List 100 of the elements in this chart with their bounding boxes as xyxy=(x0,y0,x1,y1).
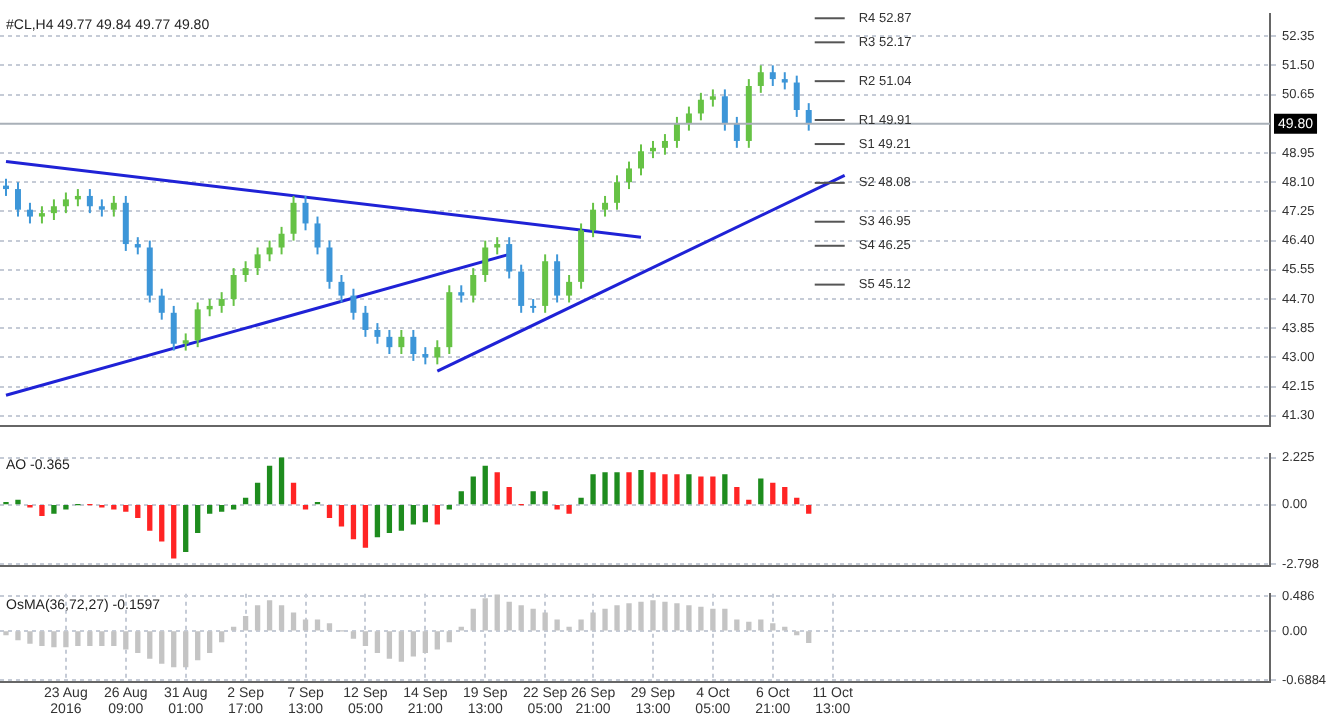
bar xyxy=(398,631,405,662)
bar xyxy=(398,505,405,531)
bar xyxy=(554,619,560,631)
bar xyxy=(590,474,596,505)
bar xyxy=(87,631,93,646)
bar xyxy=(374,631,381,654)
bar xyxy=(207,505,213,514)
bar xyxy=(15,631,21,641)
bar xyxy=(626,603,632,631)
candlestick xyxy=(50,198,57,221)
bar xyxy=(650,472,656,505)
bar xyxy=(338,505,345,527)
candlestick xyxy=(518,263,525,314)
bar xyxy=(506,601,512,631)
candlestick xyxy=(542,253,549,314)
bar xyxy=(806,505,812,514)
candlestick xyxy=(218,291,225,314)
bar xyxy=(758,478,764,505)
bar xyxy=(482,598,488,631)
candlestick xyxy=(158,287,165,321)
bar xyxy=(135,631,141,654)
bar xyxy=(494,594,500,631)
candlestick xyxy=(278,225,285,256)
candlestick xyxy=(86,188,93,215)
bar xyxy=(39,505,45,516)
bar xyxy=(566,505,572,514)
bar xyxy=(662,474,668,505)
bar xyxy=(290,612,297,631)
bar xyxy=(674,474,680,505)
bar xyxy=(147,631,153,659)
bar xyxy=(542,612,548,631)
bar xyxy=(506,487,512,505)
bar xyxy=(362,631,369,646)
bar xyxy=(710,476,716,505)
bar xyxy=(602,608,608,631)
bar xyxy=(147,505,153,531)
bar xyxy=(458,491,464,505)
candlestick xyxy=(326,239,333,290)
bar xyxy=(638,601,644,631)
candlestick xyxy=(362,304,369,338)
bar xyxy=(278,605,285,631)
bar xyxy=(39,631,45,646)
bar xyxy=(530,491,536,505)
candlestick xyxy=(398,328,405,356)
candlestick xyxy=(266,239,273,263)
bar xyxy=(15,499,21,505)
bar xyxy=(482,465,488,505)
bar xyxy=(195,631,201,661)
bar xyxy=(530,608,536,631)
bar xyxy=(638,470,644,505)
bar xyxy=(302,619,309,631)
candlestick xyxy=(374,322,381,345)
bar xyxy=(602,472,608,505)
bar xyxy=(758,619,764,631)
bar xyxy=(326,623,333,631)
bar xyxy=(410,631,417,657)
candlestick xyxy=(566,273,573,304)
bar xyxy=(111,631,117,646)
candlestick xyxy=(230,267,237,307)
bar xyxy=(218,505,225,512)
candlestick xyxy=(757,64,764,94)
bar xyxy=(63,631,69,648)
bar xyxy=(195,505,201,533)
bar xyxy=(290,482,297,505)
bar xyxy=(159,505,165,542)
candlestick xyxy=(62,191,69,215)
bar xyxy=(183,505,189,553)
bar xyxy=(770,623,776,631)
bar xyxy=(159,631,165,664)
candlestick xyxy=(554,253,561,304)
bar xyxy=(27,631,33,644)
candlestick xyxy=(721,88,728,132)
candlestick xyxy=(242,260,249,283)
bar xyxy=(746,621,752,631)
candlestick xyxy=(733,115,740,149)
candlestick xyxy=(626,160,633,191)
bar xyxy=(578,619,584,631)
bar xyxy=(698,606,704,631)
candlestick xyxy=(661,133,668,156)
candlestick xyxy=(805,102,812,132)
candlestick xyxy=(314,215,321,256)
candlestick xyxy=(482,239,489,283)
bar xyxy=(266,600,273,631)
candlestick xyxy=(410,328,417,362)
bar xyxy=(278,457,285,505)
candlestick xyxy=(637,143,644,177)
bar xyxy=(99,631,105,646)
bar xyxy=(650,600,656,631)
candlestick xyxy=(470,267,477,304)
bar xyxy=(374,505,381,538)
candlestick xyxy=(793,74,800,118)
bar xyxy=(254,605,261,631)
bar xyxy=(123,631,129,650)
bar xyxy=(266,465,273,505)
candlestick xyxy=(506,236,513,280)
bar xyxy=(410,505,417,525)
candlestick xyxy=(254,246,261,276)
candlestick xyxy=(170,304,177,352)
bar xyxy=(710,608,716,631)
bar xyxy=(614,605,620,631)
